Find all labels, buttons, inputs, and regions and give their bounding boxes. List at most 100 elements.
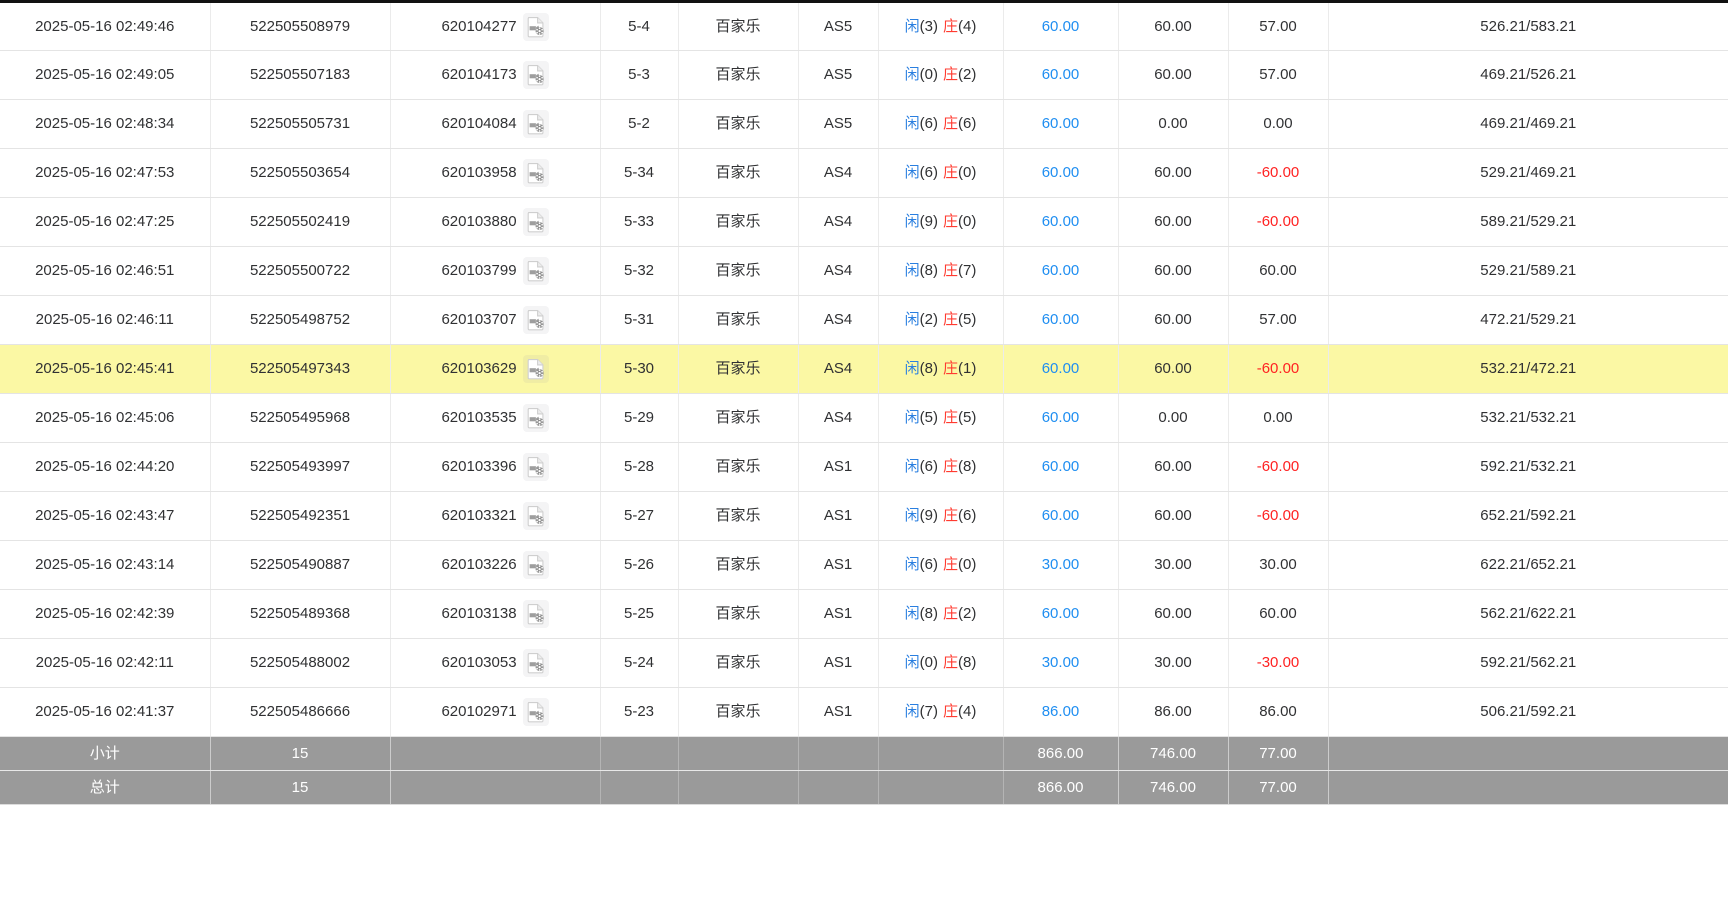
video-replay-icon[interactable]	[522, 257, 549, 285]
bet-time-value: 2025-05-16 02:49:05	[35, 66, 175, 84]
cell-win-loss: -60.00	[1228, 197, 1329, 247]
table-row[interactable]: 2025-05-16 02:49:05 522505507183 620104173…	[0, 50, 1728, 100]
cell-game-name: 百家乐	[678, 148, 799, 198]
video-replay-icon[interactable]	[522, 453, 549, 481]
win-loss-value: 60.00	[1259, 262, 1297, 280]
video-replay-icon[interactable]	[522, 110, 549, 138]
valid-bet-value: 60.00	[1154, 213, 1192, 231]
valid-bet-value: 30.00	[1154, 654, 1192, 672]
cell-win-loss: 57.00	[1228, 50, 1329, 100]
table-row[interactable]: 2025-05-16 02:45:06 522505495968 620103535…	[0, 393, 1728, 443]
cell-order-number: 522505493997	[210, 442, 391, 492]
order-number-value: 522505508979	[249, 17, 351, 35]
table-row[interactable]: 2025-05-16 02:42:39 522505489368 620103138…	[0, 589, 1728, 639]
valid-bet-value: 60.00	[1154, 507, 1192, 525]
win-loss-value: 30.00	[1259, 556, 1297, 574]
cell-order-number: 522505486666	[210, 687, 391, 737]
bet-time-value: 2025-05-16 02:45:41	[35, 360, 175, 378]
video-replay-icon[interactable]	[522, 600, 549, 628]
cell-balance: 532.21/472.21	[1328, 344, 1728, 394]
cell-win-loss: -60.00	[1228, 491, 1329, 541]
win-loss-value: -60.00	[1256, 164, 1300, 182]
bet-time-value: 2025-05-16 02:43:47	[35, 507, 175, 525]
summary-label: 总计	[0, 770, 211, 805]
video-replay-icon[interactable]	[522, 551, 549, 579]
banker-label: 庄	[943, 507, 959, 525]
cell-round-number: 620103958	[390, 148, 601, 198]
cell-bet-amount: 60.00	[1003, 1, 1119, 51]
video-replay-icon[interactable]	[522, 12, 549, 41]
table-row[interactable]: 2025-05-16 02:46:51 522505500722 620103799…	[0, 246, 1728, 296]
video-replay-icon[interactable]	[522, 502, 549, 530]
table-code-value: AS1	[823, 556, 853, 574]
cell-order-number: 522505488002	[210, 638, 391, 688]
cell-balance: 589.21/529.21	[1328, 197, 1728, 247]
cell-round-number: 620103226	[390, 540, 601, 590]
video-replay-icon[interactable]	[522, 649, 549, 677]
cell-order-number: 522505500722	[210, 246, 391, 296]
video-replay-icon[interactable]	[522, 159, 549, 187]
order-number-value: 522505502419	[249, 213, 351, 231]
table-row[interactable]: 2025-05-16 02:45:41 522505497343 620103629…	[0, 344, 1728, 394]
player-points: (2)	[919, 311, 938, 329]
video-replay-icon[interactable]	[522, 355, 549, 383]
cell-bet-result: 闲(8) 庄(1)	[878, 344, 1004, 394]
table-row[interactable]: 2025-05-16 02:42:11 522505488002 620103053…	[0, 638, 1728, 688]
banker-points: (6)	[958, 507, 977, 525]
table-row[interactable]: 2025-05-16 02:43:14 522505490887 620103226…	[0, 540, 1728, 590]
cell-win-loss: 57.00	[1228, 295, 1329, 345]
round-number-with-replay: 620103138	[401, 590, 590, 638]
game-name-value: 百家乐	[715, 17, 761, 35]
video-replay-icon[interactable]	[522, 698, 549, 726]
round-number-value: 620102971	[441, 703, 517, 721]
cell-round-number: 620103321	[390, 491, 601, 541]
shoe-round-value: 5-4	[628, 17, 650, 35]
cell-balance: 526.21/583.21	[1328, 1, 1728, 51]
win-loss-value: -60.00	[1256, 458, 1300, 476]
table-row[interactable]: 2025-05-16 02:43:47 522505492351 620103321…	[0, 491, 1728, 541]
cell-table-code: AS1	[798, 442, 879, 492]
cell-shoe-round: 5-33	[600, 197, 679, 247]
table-code-value: AS1	[823, 654, 853, 672]
round-number-value: 620104277	[441, 17, 517, 35]
table-code-value: AS4	[823, 360, 853, 378]
cell-game-name: 百家乐	[678, 344, 799, 394]
video-replay-icon[interactable]	[522, 61, 549, 89]
bet-result-value: 闲(0) 庄(8)	[905, 654, 977, 671]
round-number-with-replay: 620103396	[401, 443, 590, 491]
player-label: 闲	[904, 213, 920, 231]
summary-count-value: 15	[291, 778, 309, 796]
video-replay-icon[interactable]	[522, 208, 549, 236]
table-row[interactable]: 2025-05-16 02:47:25 522505502419 620103880…	[0, 197, 1728, 247]
table-row[interactable]: 2025-05-16 02:46:11 522505498752 620103707…	[0, 295, 1728, 345]
order-number-value: 522505500722	[249, 262, 351, 280]
table-row[interactable]: 2025-05-16 02:41:37 522505486666 620102971…	[0, 687, 1728, 737]
cell-shoe-round: 5-23	[600, 687, 679, 737]
banker-label: 庄	[943, 605, 959, 623]
order-number-value: 522505498752	[249, 311, 351, 329]
cell-bet-result: 闲(0) 庄(2)	[878, 50, 1004, 100]
player-points: (8)	[919, 605, 938, 623]
table-row[interactable]: 2025-05-16 02:49:46 522505508979 620104277…	[0, 1, 1728, 51]
cell-shoe-round: 5-34	[600, 148, 679, 198]
cell-balance: 592.21/532.21	[1328, 442, 1728, 492]
cell-round-number: 620103535	[390, 393, 601, 443]
video-replay-icon[interactable]	[522, 404, 549, 432]
cell-bet-amount: 60.00	[1003, 589, 1119, 639]
bet-amount-value: 60.00	[1041, 409, 1080, 427]
cell-shoe-round: 5-27	[600, 491, 679, 541]
cell-game-name: 百家乐	[678, 50, 799, 100]
bet-result-value: 闲(6) 庄(6)	[905, 115, 977, 132]
cell-bet-result: 闲(9) 庄(0)	[878, 197, 1004, 247]
cell-bet-result: 闲(2) 庄(5)	[878, 295, 1004, 345]
table-row[interactable]: 2025-05-16 02:44:20 522505493997 620103396…	[0, 442, 1728, 492]
summary-blank-shoe	[600, 736, 679, 771]
cell-round-number: 620104277	[390, 1, 601, 51]
video-replay-icon[interactable]	[522, 306, 549, 334]
table-row[interactable]: 2025-05-16 02:47:53 522505503654 620103958…	[0, 148, 1728, 198]
cell-bet-amount: 30.00	[1003, 540, 1119, 590]
player-label: 闲	[904, 17, 920, 35]
cell-bet-time: 2025-05-16 02:46:11	[0, 295, 211, 345]
cell-valid-bet: 60.00	[1118, 491, 1229, 541]
table-row[interactable]: 2025-05-16 02:48:34 522505505731 620104084…	[0, 99, 1728, 149]
